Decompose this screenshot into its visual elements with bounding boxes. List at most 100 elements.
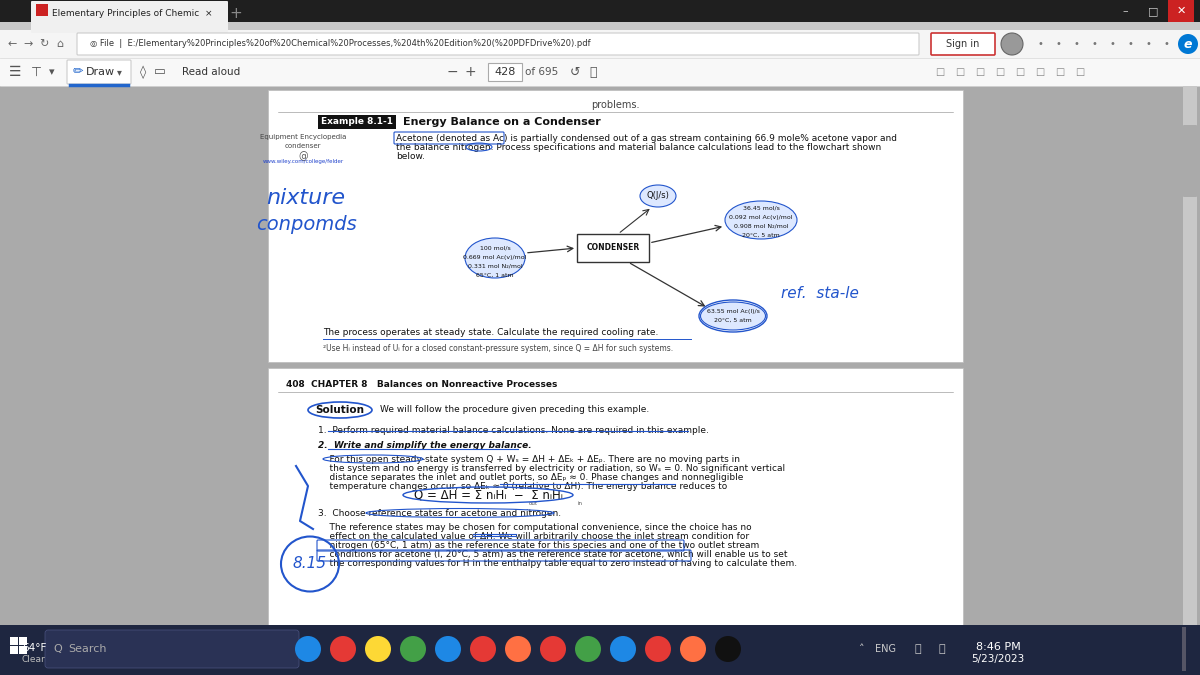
Text: below.: below. — [396, 152, 425, 161]
Text: •: • — [1163, 39, 1169, 49]
Text: conpomds: conpomds — [256, 215, 356, 234]
Text: −: − — [446, 65, 458, 79]
Text: ◊: ◊ — [140, 65, 146, 79]
Text: Clear: Clear — [22, 655, 46, 664]
Circle shape — [295, 636, 322, 662]
Text: □: □ — [995, 67, 1004, 77]
Text: ▾: ▾ — [49, 67, 55, 77]
Text: •: • — [1145, 39, 1151, 49]
Text: Sign in: Sign in — [947, 39, 979, 49]
Text: Energy Balance on a Condenser: Energy Balance on a Condenser — [403, 117, 601, 127]
Circle shape — [575, 636, 601, 662]
Text: →: → — [23, 39, 32, 49]
Text: •: • — [1055, 39, 1061, 49]
Text: 🔊: 🔊 — [938, 644, 946, 654]
Circle shape — [400, 636, 426, 662]
Text: ▾: ▾ — [116, 67, 121, 77]
Text: Solution: Solution — [316, 405, 365, 415]
Text: ⌸: ⌸ — [589, 65, 596, 78]
Text: □: □ — [976, 67, 985, 77]
Text: Example 8.1-1: Example 8.1-1 — [322, 117, 394, 126]
FancyBboxPatch shape — [77, 33, 919, 55]
Text: Elementary Principles of Chemic  ×: Elementary Principles of Chemic × — [52, 9, 212, 18]
Text: □: □ — [1015, 67, 1025, 77]
Circle shape — [715, 636, 742, 662]
Text: The process operates at steady state. Calculate the required cooling rate.: The process operates at steady state. Ca… — [323, 328, 659, 337]
Text: The reference states may be chosen for computational convenience, since the choi: The reference states may be chosen for c… — [318, 523, 751, 532]
FancyBboxPatch shape — [36, 4, 48, 16]
Text: 20°C, 5 atm: 20°C, 5 atm — [742, 232, 780, 238]
Circle shape — [470, 636, 496, 662]
Text: ✏: ✏ — [73, 65, 83, 78]
Text: problems.: problems. — [590, 100, 640, 110]
Text: 2.  Write and simplify the energy balance.: 2. Write and simplify the energy balance… — [318, 441, 532, 450]
Circle shape — [1178, 34, 1198, 54]
Text: ENG: ENG — [876, 644, 896, 654]
FancyBboxPatch shape — [488, 63, 522, 81]
Text: Acetone (denoted as Ac) is partially condensed out of a gas stream containing 66: Acetone (denoted as Ac) is partially con… — [396, 134, 898, 143]
Text: ˄: ˄ — [859, 644, 865, 654]
Text: □: □ — [1036, 67, 1045, 77]
FancyBboxPatch shape — [931, 33, 995, 55]
Text: 0.669 mol Ac(v)/mol: 0.669 mol Ac(v)/mol — [463, 254, 527, 259]
FancyBboxPatch shape — [10, 646, 18, 654]
Text: □: □ — [1147, 6, 1158, 16]
Text: 408  CHAPTER 8   Balances on Nonreactive Processes: 408 CHAPTER 8 Balances on Nonreactive Pr… — [286, 380, 557, 389]
Text: conditions for acetone (l, 20°C, 5 atm) as the reference state for acetone, whic: conditions for acetone (l, 20°C, 5 atm) … — [318, 550, 787, 559]
Text: •: • — [1127, 39, 1133, 49]
FancyBboxPatch shape — [0, 86, 1200, 675]
Text: 📶: 📶 — [914, 644, 922, 654]
Text: 5/23/2023: 5/23/2023 — [971, 654, 1025, 664]
Text: 20°C, 5 atm: 20°C, 5 atm — [714, 317, 752, 323]
FancyBboxPatch shape — [1182, 627, 1186, 671]
FancyBboxPatch shape — [0, 0, 1200, 22]
Text: ◎ File  |  E:/Elementary%20Principles%20of%20Chemical%20Processes,%204th%20Editi: ◎ File | E:/Elementary%20Principles%20of… — [90, 40, 590, 49]
FancyBboxPatch shape — [1168, 0, 1194, 22]
FancyBboxPatch shape — [0, 58, 1200, 86]
FancyBboxPatch shape — [268, 368, 964, 648]
Text: out: out — [528, 501, 538, 506]
Text: the balance nitrogen. Process specifications and material balance calculations l: the balance nitrogen. Process specificat… — [396, 143, 881, 152]
Text: 8:46 PM: 8:46 PM — [976, 642, 1020, 652]
Text: +: + — [229, 5, 242, 20]
Text: ⊤: ⊤ — [30, 65, 42, 78]
Text: ↺: ↺ — [570, 65, 581, 78]
Circle shape — [680, 636, 706, 662]
Ellipse shape — [701, 302, 766, 330]
Text: 63.55 mol Ac(l)/s: 63.55 mol Ac(l)/s — [707, 308, 760, 313]
Text: effect on the calculated value of ΔH. We will arbitrarily choose the inlet strea: effect on the calculated value of ΔH. We… — [318, 532, 749, 541]
Text: •: • — [1073, 39, 1079, 49]
FancyBboxPatch shape — [19, 646, 28, 654]
FancyBboxPatch shape — [0, 30, 1200, 58]
Text: □: □ — [1075, 67, 1085, 77]
Text: ref.  sta-le: ref. sta-le — [781, 286, 859, 302]
FancyBboxPatch shape — [36, 4, 48, 16]
Text: temperature changes occur, so ΔEₖ ≈ 0 (relative to ΔH). The energy balance reduc: temperature changes occur, so ΔEₖ ≈ 0 (r… — [318, 482, 727, 491]
Text: Q = ΔH = Σ nᵢHᵢ  −  Σ nᵢHᵢ: Q = ΔH = Σ nᵢHᵢ − Σ nᵢHᵢ — [414, 489, 563, 502]
Text: www.wiley.com/college/felder: www.wiley.com/college/felder — [263, 159, 343, 164]
Text: 0.331 mol N₂/mol: 0.331 mol N₂/mol — [468, 263, 522, 269]
Text: CONDENSER: CONDENSER — [587, 244, 640, 252]
Text: Search: Search — [68, 644, 107, 654]
Text: ☰: ☰ — [8, 65, 22, 79]
Ellipse shape — [725, 201, 797, 239]
Text: e: e — [1183, 38, 1193, 51]
Text: Q̇(J/s): Q̇(J/s) — [647, 192, 670, 200]
FancyBboxPatch shape — [67, 60, 131, 84]
Text: distance separates the inlet and outlet ports, so ΔEₚ ≈ 0. Phase changes and non: distance separates the inlet and outlet … — [318, 473, 743, 482]
Text: □: □ — [1055, 67, 1064, 77]
Text: 64°F: 64°F — [22, 643, 47, 653]
Text: •: • — [1091, 39, 1097, 49]
Circle shape — [540, 636, 566, 662]
FancyBboxPatch shape — [0, 625, 1200, 675]
Text: ✕: ✕ — [1176, 6, 1186, 16]
Text: nixture: nixture — [266, 188, 346, 208]
Circle shape — [330, 636, 356, 662]
Text: 3.  Choose reference states for acetone and nitrogen.: 3. Choose reference states for acetone a… — [318, 509, 562, 518]
Text: 36.45 mol/s: 36.45 mol/s — [743, 205, 780, 211]
FancyBboxPatch shape — [19, 637, 28, 645]
Text: ⌂: ⌂ — [56, 39, 64, 49]
Text: We will follow the procedure given preceding this example.: We will follow the procedure given prece… — [380, 406, 649, 414]
Text: Equipment Encyclopedia: Equipment Encyclopedia — [260, 134, 346, 140]
Text: of 695: of 695 — [526, 67, 559, 77]
